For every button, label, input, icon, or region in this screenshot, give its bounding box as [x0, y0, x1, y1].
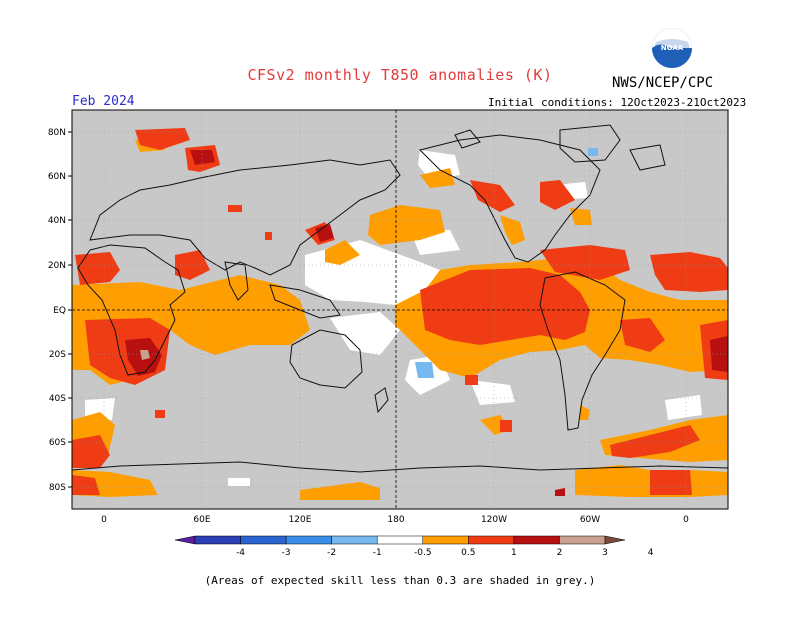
coastlines — [72, 124, 728, 473]
colorbar-tick-label: 4 — [648, 548, 654, 558]
lat-label: 40S — [49, 394, 66, 404]
colorbar-bin — [513, 535, 560, 545]
colorbar: -4 -3 -2 -1 -0.5 0.5 1 2 3 4 — [174, 535, 654, 558]
colorbar-bin — [331, 535, 378, 545]
colorbar-tick-label: -2 — [327, 548, 336, 558]
graticule — [72, 110, 728, 509]
lon-label: 0 — [683, 515, 689, 525]
lat-label: 60S — [49, 438, 66, 448]
colorbar-bin — [422, 535, 469, 545]
anomaly-3-4-regions — [140, 350, 150, 360]
lon-label: 120E — [289, 515, 312, 525]
footnote: (Areas of expected skill less than 0.3 a… — [204, 574, 596, 587]
colorbar-tick-label: 0.5 — [461, 548, 475, 558]
colorbar-bin — [240, 535, 287, 545]
lat-label: 80S — [49, 483, 66, 493]
colorbar-bin — [194, 535, 241, 545]
map-title: CFSv2 monthly T850 anomalies (K) — [247, 66, 553, 84]
map-field — [72, 110, 728, 509]
lat-labels: 80N 60N 40N 20N EQ 20S 40S 60S 80S — [48, 128, 66, 493]
lat-label: 80N — [48, 128, 66, 138]
colorbar-tick-label: 1 — [511, 548, 517, 558]
negative-anomaly-regions — [415, 148, 598, 378]
lon-label: 180 — [387, 515, 404, 525]
lat-label: 20N — [48, 261, 66, 271]
colorbar-tick-label: -0.5 — [414, 548, 432, 558]
colorbar-bin — [376, 535, 424, 545]
colorbar-tick-label: 3 — [602, 548, 608, 558]
colorbar-bin-overflow — [604, 535, 626, 545]
lon-label: 60E — [193, 515, 210, 525]
colorbar-tick-label: 2 — [557, 548, 563, 558]
logo-text: NOAA — [661, 44, 684, 52]
colorbar-tick-label: -3 — [282, 548, 291, 558]
lat-label: EQ — [53, 306, 66, 316]
colorbar-bin-underflow — [174, 535, 196, 545]
noaa-logo: NOAA — [652, 28, 692, 68]
lat-ticks — [68, 131, 72, 488]
agency-label: NWS/NCEP/CPC — [612, 75, 714, 91]
lon-label: 0 — [101, 515, 107, 525]
lat-label: 60N — [48, 172, 66, 182]
colorbar-bin — [559, 535, 606, 545]
lon-label: 60W — [580, 515, 600, 525]
target-month: Feb 2024 — [72, 94, 135, 109]
colorbar-bin — [468, 535, 515, 545]
colorbar-bin — [285, 535, 332, 545]
lon-labels: 0 60E 120E 180 120W 60W 0 — [101, 515, 689, 525]
initial-conditions: Initial conditions: 12Oct2023-21Oct2023 — [488, 96, 747, 109]
lon-label: 120W — [481, 515, 507, 525]
colorbar-tick-label: -1 — [373, 548, 382, 558]
lat-label: 20S — [49, 350, 66, 360]
colorbar-tick-label: -4 — [236, 548, 245, 558]
lat-label: 40N — [48, 216, 66, 226]
